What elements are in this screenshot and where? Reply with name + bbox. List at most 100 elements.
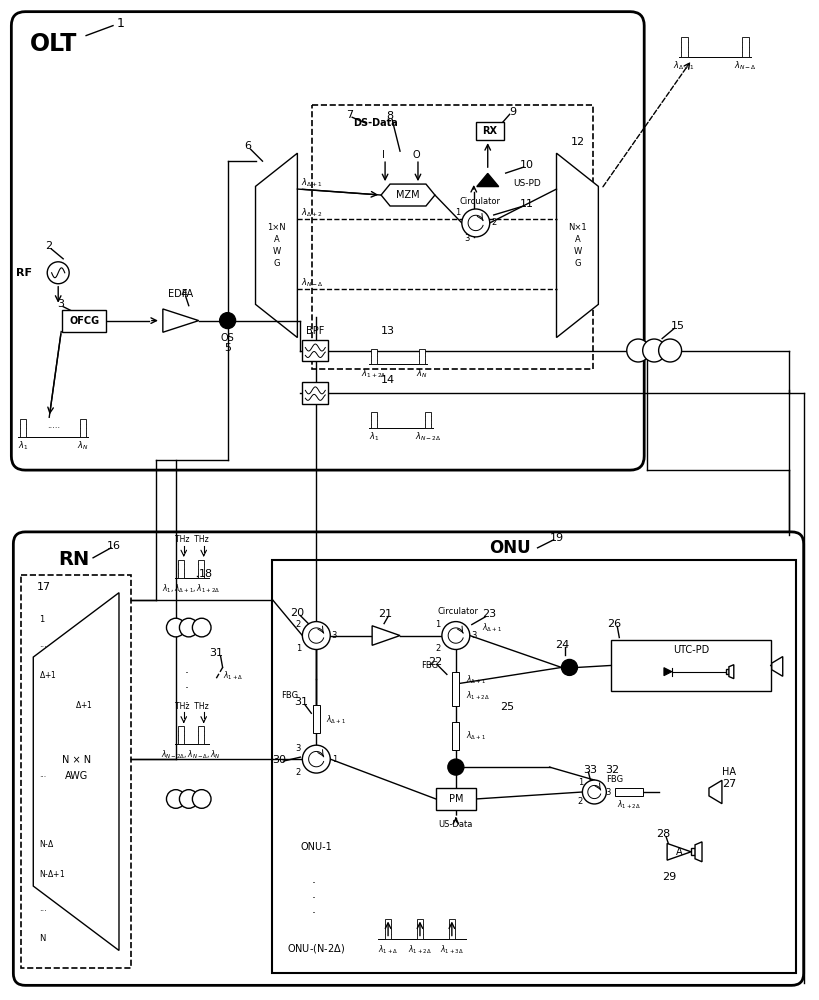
- Text: $\lambda_N$: $\lambda_N$: [416, 367, 428, 380]
- Text: BPF: BPF: [305, 326, 324, 336]
- Text: 29: 29: [661, 872, 676, 882]
- Text: G: G: [273, 259, 279, 268]
- Circle shape: [166, 790, 185, 808]
- Text: $\lambda_{N-2\Delta}$: $\lambda_{N-2\Delta}$: [414, 431, 441, 443]
- Text: Circulator: Circulator: [459, 197, 500, 206]
- Text: $\lambda_{\Delta+1}$: $\lambda_{\Delta+1}$: [465, 673, 485, 686]
- Text: N-$\Delta$: N-$\Delta$: [39, 838, 55, 849]
- Text: $\lambda_1$: $\lambda_1$: [18, 440, 29, 452]
- Bar: [385, 919, 391, 939]
- Text: ...: ...: [39, 770, 47, 779]
- Text: I: I: [381, 150, 384, 160]
- Bar: [424, 412, 431, 428]
- Text: OFCG: OFCG: [69, 316, 99, 326]
- Polygon shape: [163, 309, 198, 332]
- Text: 22: 22: [428, 657, 441, 667]
- Text: 2: 2: [44, 241, 52, 251]
- Bar: [302, 382, 328, 404]
- Text: N×1: N×1: [568, 223, 586, 232]
- Text: 5: 5: [224, 343, 231, 353]
- Text: US-PD: US-PD: [513, 179, 541, 188]
- Bar: [313, 705, 319, 733]
- Text: $\lambda_1$: $\lambda_1$: [369, 431, 379, 443]
- Text: $\lambda_{1+2\Delta}$: $\lambda_{1+2\Delta}$: [617, 799, 640, 811]
- Text: 17: 17: [37, 582, 52, 592]
- Text: ONU-1: ONU-1: [300, 842, 332, 852]
- Text: 23: 23: [481, 609, 495, 619]
- Text: O: O: [412, 150, 419, 160]
- Bar: [302, 340, 328, 361]
- Text: US-Data: US-Data: [438, 820, 473, 829]
- Polygon shape: [695, 842, 701, 862]
- Bar: [178, 560, 183, 578]
- Text: $\lambda_{1+\Delta}$: $\lambda_{1+\Delta}$: [378, 943, 398, 956]
- Text: 3: 3: [331, 631, 337, 640]
- Bar: [417, 919, 423, 939]
- Text: 1: 1: [39, 615, 44, 624]
- Text: OS: OS: [220, 333, 234, 343]
- Text: ·····: ·····: [47, 424, 60, 433]
- Text: HA: HA: [721, 767, 735, 777]
- Circle shape: [179, 790, 198, 808]
- Text: $\Delta$+1: $\Delta$+1: [75, 699, 93, 710]
- Text: 10: 10: [519, 160, 533, 170]
- Bar: [20, 419, 26, 437]
- Bar: [371, 412, 377, 428]
- Text: 32: 32: [604, 765, 618, 775]
- Text: 3: 3: [471, 631, 476, 640]
- Bar: [272, 560, 794, 973]
- Text: 24: 24: [554, 640, 569, 650]
- Text: 2: 2: [435, 644, 440, 653]
- Text: $\lambda_{\Delta+1}$: $\lambda_{\Delta+1}$: [326, 713, 346, 726]
- Polygon shape: [372, 626, 400, 645]
- Circle shape: [192, 790, 210, 808]
- Polygon shape: [34, 593, 119, 950]
- Circle shape: [581, 780, 605, 804]
- Text: $\lambda_{1+\Delta}$: $\lambda_{1+\Delta}$: [223, 669, 242, 682]
- Circle shape: [166, 618, 185, 637]
- Text: N: N: [39, 934, 46, 943]
- Circle shape: [561, 659, 577, 675]
- Text: 2: 2: [296, 620, 301, 629]
- Text: A: A: [274, 235, 279, 244]
- Text: UTC-PD: UTC-PD: [672, 645, 708, 655]
- Polygon shape: [381, 184, 434, 206]
- Bar: [448, 919, 455, 939]
- Text: EDFA: EDFA: [168, 289, 193, 299]
- Text: 2: 2: [296, 768, 301, 777]
- Text: G: G: [573, 259, 580, 268]
- Text: 16: 16: [106, 541, 121, 551]
- Polygon shape: [663, 668, 671, 676]
- Text: $\lambda_{1+2\Delta}$: $\lambda_{1+2\Delta}$: [408, 943, 432, 956]
- Text: 30: 30: [272, 755, 286, 765]
- Text: 3: 3: [605, 788, 610, 797]
- Circle shape: [192, 618, 210, 637]
- Text: RF: RF: [16, 268, 32, 278]
- Text: $\lambda_1,\lambda_{\Delta+1},\lambda_{1+2\Delta}$: $\lambda_1,\lambda_{\Delta+1},\lambda_{1…: [161, 582, 219, 595]
- Text: $\lambda_{N-\Delta}$: $\lambda_{N-\Delta}$: [301, 276, 324, 289]
- Text: 1: 1: [117, 17, 124, 30]
- Text: 18: 18: [198, 569, 212, 579]
- Bar: [312, 105, 593, 369]
- Text: 27: 27: [721, 779, 735, 789]
- Text: 1: 1: [435, 620, 440, 629]
- Text: FBG: FBG: [605, 775, 622, 784]
- Text: A: A: [675, 847, 681, 857]
- Polygon shape: [476, 173, 498, 187]
- Text: MZM: MZM: [396, 190, 419, 200]
- Text: $\lambda_{\Delta+1}$: $\lambda_{\Delta+1}$: [465, 730, 485, 742]
- Polygon shape: [556, 153, 598, 338]
- Text: 3: 3: [57, 299, 65, 309]
- Bar: [452, 722, 459, 750]
- Text: AWG: AWG: [65, 771, 88, 781]
- Polygon shape: [256, 153, 297, 338]
- Text: $\lambda_{\Delta+2}$: $\lambda_{\Delta+2}$: [301, 207, 323, 219]
- Text: THz  THz: THz THz: [174, 702, 208, 711]
- Circle shape: [302, 622, 330, 649]
- Text: W: W: [572, 247, 581, 256]
- Circle shape: [179, 618, 198, 637]
- Bar: [726, 669, 728, 674]
- Text: 1×N: 1×N: [267, 223, 285, 232]
- Text: $\lambda_{\Delta+1}$: $\lambda_{\Delta+1}$: [301, 177, 323, 189]
- Text: $\lambda_N$: $\lambda_N$: [77, 440, 88, 452]
